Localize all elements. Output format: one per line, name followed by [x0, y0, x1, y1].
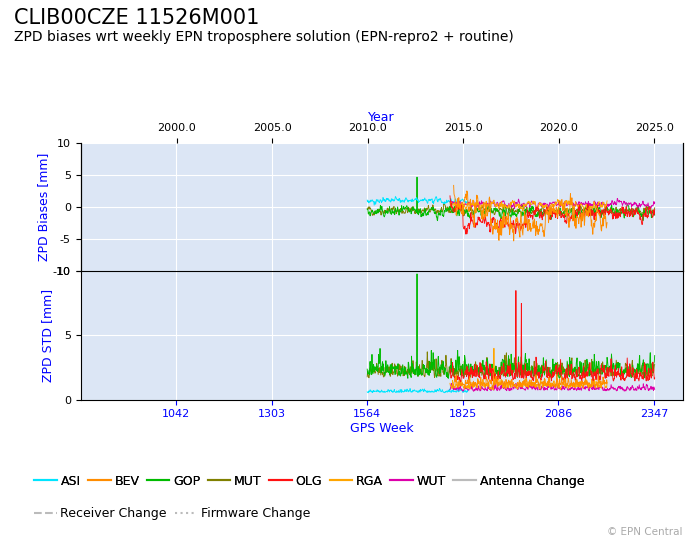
Text: ZPD biases wrt weekly EPN troposphere solution (EPN-repro2 + routine): ZPD biases wrt weekly EPN troposphere so…	[14, 30, 514, 44]
Text: CLIB00CZE 11526M001: CLIB00CZE 11526M001	[14, 8, 260, 28]
X-axis label: Year: Year	[368, 111, 395, 124]
Legend: ASI, BEV, GOP, MUT, OLG, RGA, WUT, Antenna Change: ASI, BEV, GOP, MUT, OLG, RGA, WUT, Anten…	[34, 475, 584, 488]
Y-axis label: ZPD Biases [mm]: ZPD Biases [mm]	[37, 153, 50, 261]
Legend: Receiver Change, Firmware Change: Receiver Change, Firmware Change	[34, 507, 310, 520]
X-axis label: GPS Week: GPS Week	[350, 422, 413, 435]
Y-axis label: ZPD STD [mm]: ZPD STD [mm]	[41, 289, 54, 382]
Text: © EPN Central: © EPN Central	[607, 527, 682, 537]
